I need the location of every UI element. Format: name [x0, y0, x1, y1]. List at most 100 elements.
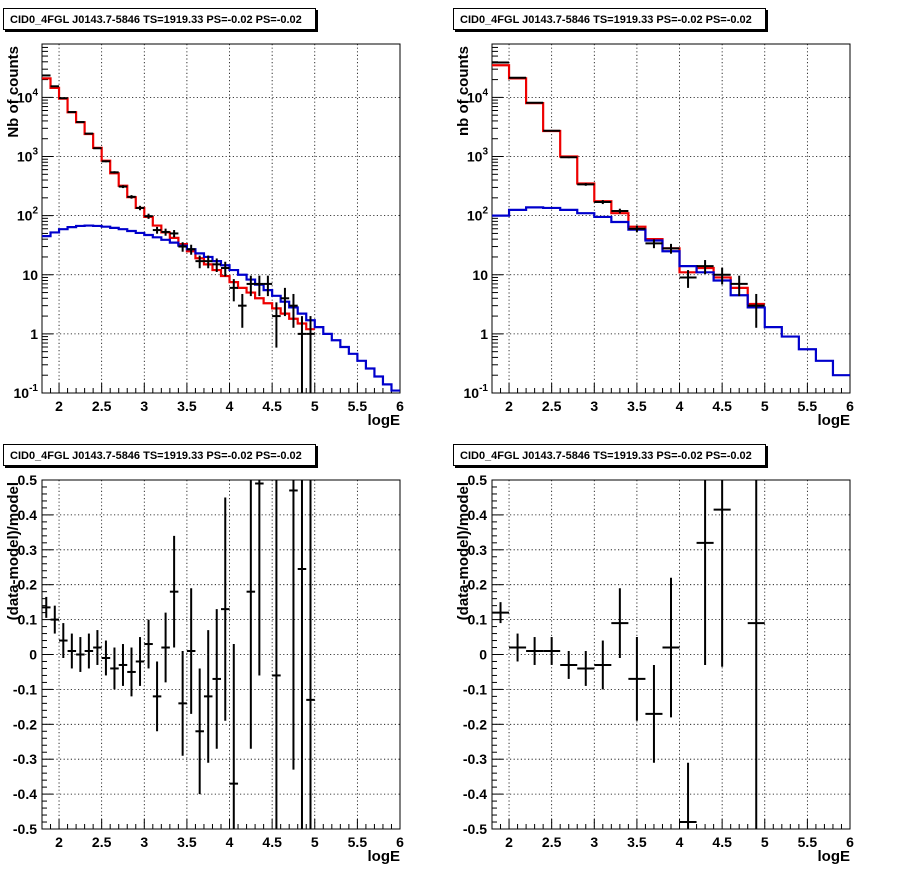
- y-tick-label: 0.1: [468, 612, 488, 628]
- y-tick-label: 0.3: [468, 542, 488, 558]
- data-point: [59, 97, 68, 100]
- x-tick-label: 2: [55, 834, 63, 850]
- residual-point: [118, 644, 128, 686]
- data-point: [169, 230, 179, 238]
- y-tick-label: 0.3: [18, 542, 38, 558]
- data-point: [84, 132, 94, 135]
- x-tick-label: 5: [761, 834, 769, 850]
- x-tick-label: 2.5: [542, 834, 562, 850]
- y-axis-label: nb of counts: [455, 46, 472, 136]
- y-tick-label: 0.5: [18, 472, 38, 488]
- data-point: [560, 156, 578, 159]
- x-tick-label: 3.5: [177, 834, 197, 850]
- residual-point: [297, 480, 307, 829]
- data-point: [127, 195, 136, 199]
- residual-point: [509, 633, 527, 662]
- residual-point: [76, 637, 85, 672]
- x-tick-label: 5.5: [798, 834, 818, 850]
- residual-point: [679, 762, 697, 829]
- data-point: [747, 293, 765, 328]
- data-point: [594, 200, 612, 205]
- chart-3-title: CID0_4FGL J0143.7-5846 TS=1919.33 PS=-0.…: [3, 444, 316, 466]
- y-tick-label: -0.1: [463, 681, 487, 697]
- residual-point: [59, 623, 68, 658]
- y-tick-label: -0.3: [13, 751, 37, 767]
- y-axis-label: (data-model)/model: [455, 482, 472, 620]
- x-tick-label: 3.5: [627, 834, 647, 850]
- chart-4-title: CID0_4FGL J0143.7-5846 TS=1919.33 PS=-0.…: [453, 444, 766, 466]
- residual-point: [229, 644, 239, 829]
- residual-point: [577, 651, 595, 686]
- plot-frame: [491, 43, 851, 394]
- y-tick-label: 103: [17, 147, 39, 165]
- x-tick-label: 4.5: [262, 834, 282, 850]
- residual-point: [246, 480, 256, 749]
- data-point: [730, 275, 748, 297]
- residual-point: [543, 637, 561, 665]
- data-point: [101, 160, 111, 163]
- y-axis-label: Nb of counts: [5, 46, 22, 138]
- data-point: [76, 121, 85, 124]
- data-point: [161, 228, 170, 236]
- data-point: [93, 147, 102, 150]
- y-tick-label: -0.5: [13, 821, 37, 837]
- residual-point: [212, 609, 221, 749]
- y-tick-label: 104: [17, 87, 39, 105]
- residual-point: [611, 588, 629, 658]
- y-tick-label: 103: [467, 147, 489, 165]
- x-axis-label: logE: [818, 412, 851, 429]
- data-point: [110, 171, 119, 174]
- x-tick-label: 5: [311, 398, 319, 414]
- plot-area: [492, 61, 850, 377]
- plot-frame: [41, 479, 401, 830]
- histogram-blue: [42, 224, 400, 392]
- histogram-red: [42, 77, 315, 331]
- x-tick-label: 2.5: [92, 398, 112, 414]
- data-point: [263, 275, 273, 297]
- data-point: [662, 243, 680, 254]
- data-point: [135, 205, 145, 211]
- x-tick-label: 5: [761, 398, 769, 414]
- y-tick-label: -0.4: [13, 786, 37, 802]
- residual-point: [645, 664, 663, 763]
- y-tick-label: 0.2: [468, 577, 488, 593]
- chart-2: 2 2.5 3 3.5 4 4.5 5 5.5 6 10-1 1 10 102 103 104 logE nb …: [455, 43, 854, 429]
- plot-area: [492, 480, 765, 829]
- residual-point: [594, 640, 612, 690]
- residual-point: [93, 630, 102, 665]
- chart-1-title: CID0_4FGL J0143.7-5846 TS=1919.33 PS=-0.…: [3, 8, 316, 30]
- x-tick-label: 4: [226, 834, 234, 850]
- x-tick-label: 2: [505, 834, 513, 850]
- y-tick-label: -0.2: [463, 716, 487, 732]
- x-tick-label: 5.5: [798, 398, 818, 414]
- residual-point: [67, 633, 77, 669]
- histogram-blue: [492, 206, 850, 377]
- x-tick-label: 2.5: [542, 398, 562, 414]
- residual-point: [135, 637, 145, 686]
- data-point: [696, 260, 714, 275]
- x-tick-label: 2: [505, 398, 513, 414]
- data-point: [645, 239, 663, 249]
- chart-4: 2 2.5 3 3.5 4 4.5 5 5.5 6 -0.5 -0.4 -0.3 -0.2 -0.1 0 0.…: [455, 472, 854, 865]
- data-point: [203, 255, 213, 269]
- x-tick-label: 3: [590, 834, 598, 850]
- chart-1: 2 2.5 3 3.5 4 4.5 5 5.5 6 10-1 1 10 102 103 104 logE Nb …: [5, 43, 404, 429]
- y-tick-label: 10-1: [464, 383, 489, 401]
- residual-point: [203, 630, 213, 763]
- y-axis-label: (data-model)/model: [5, 482, 22, 620]
- data-point: [280, 287, 290, 317]
- data-point: [195, 255, 204, 269]
- residual-point: [195, 668, 204, 795]
- data-point: [221, 261, 230, 277]
- data-point: [246, 275, 256, 297]
- x-tick-label: 3: [590, 398, 598, 414]
- residual-point: [161, 612, 170, 683]
- x-tick-label: 3.5: [627, 398, 647, 414]
- y-tick-label: 0: [29, 647, 37, 663]
- data-point: [118, 185, 128, 189]
- y-tick-label: -0.4: [463, 786, 487, 802]
- residual-point: [178, 651, 187, 756]
- x-tick-label: 3.5: [177, 398, 197, 414]
- x-tick-label: 3: [140, 834, 148, 850]
- data-point: [679, 270, 697, 288]
